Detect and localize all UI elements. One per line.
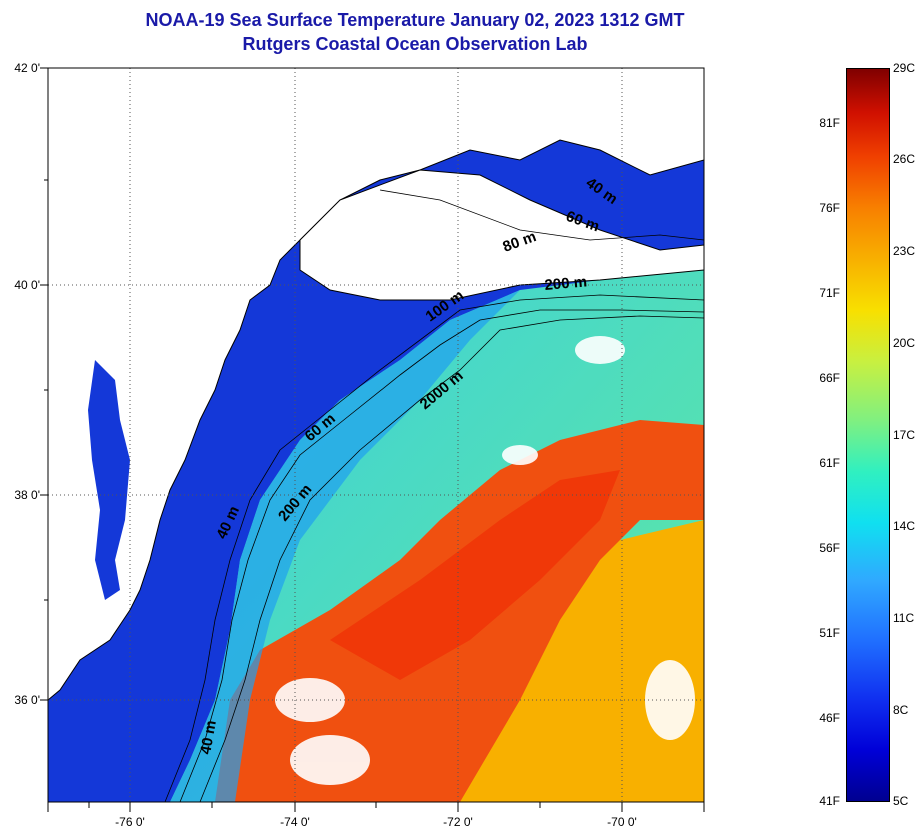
colorbar-c-label: 17C (893, 428, 916, 442)
colorbar-f-label: 76F (819, 201, 840, 215)
lat-label: 40 0' (14, 278, 40, 292)
gulf-stream-core (330, 470, 620, 680)
colorbar-f-label: 56F (819, 541, 840, 555)
chart-subtitle: Rutgers Coastal Ocean Observation Lab (242, 34, 588, 54)
colorbar-c-label: 11C (893, 611, 915, 625)
colorbar-c-label: 5C (893, 794, 909, 808)
lon-label: -76 0' (115, 815, 145, 829)
colorbar-f-label: 66F (819, 371, 840, 385)
lat-label: 38 0' (14, 488, 40, 502)
lon-label: -72 0' (443, 815, 473, 829)
lat-label: 42 0' (14, 61, 40, 75)
axis-ticks (40, 67, 705, 812)
graticule (48, 68, 704, 802)
isobath-label: 200 m (544, 273, 588, 294)
colorbar-f-label: 46F (819, 711, 840, 725)
chart-title: NOAA-19 Sea Surface Temperature January … (145, 10, 685, 30)
colorbar-f-label: 81F (819, 116, 840, 130)
colorbar-f-label: 41F (819, 794, 840, 808)
long-island-shelf-land (299, 169, 704, 301)
colorbar-c-label: 14C (893, 519, 916, 533)
temperature-colorbar (846, 68, 890, 802)
colorbar-f-label: 71F (819, 286, 840, 300)
mid-shelf-water (170, 290, 520, 802)
land-mass (48, 68, 704, 701)
colorbar-c-label: 23C (893, 244, 916, 258)
colorbar-c-label: 20C (893, 336, 916, 350)
chesapeake-bay (88, 360, 130, 600)
colorbar-c-label: 26C (893, 152, 916, 166)
colorbar-f-label: 61F (819, 456, 840, 470)
lon-label: -74 0' (280, 815, 310, 829)
lon-label: -70 0' (607, 815, 637, 829)
colorbar-f-label: 51F (819, 626, 840, 640)
cloud-patches (275, 336, 695, 785)
colorbar-c-label: 8C (893, 703, 909, 717)
lat-label: 36 0' (14, 693, 40, 707)
isobath-label: 40 m (197, 719, 220, 756)
isobath-contours (164, 189, 704, 802)
colorbar-c-label: 29C (893, 61, 916, 75)
